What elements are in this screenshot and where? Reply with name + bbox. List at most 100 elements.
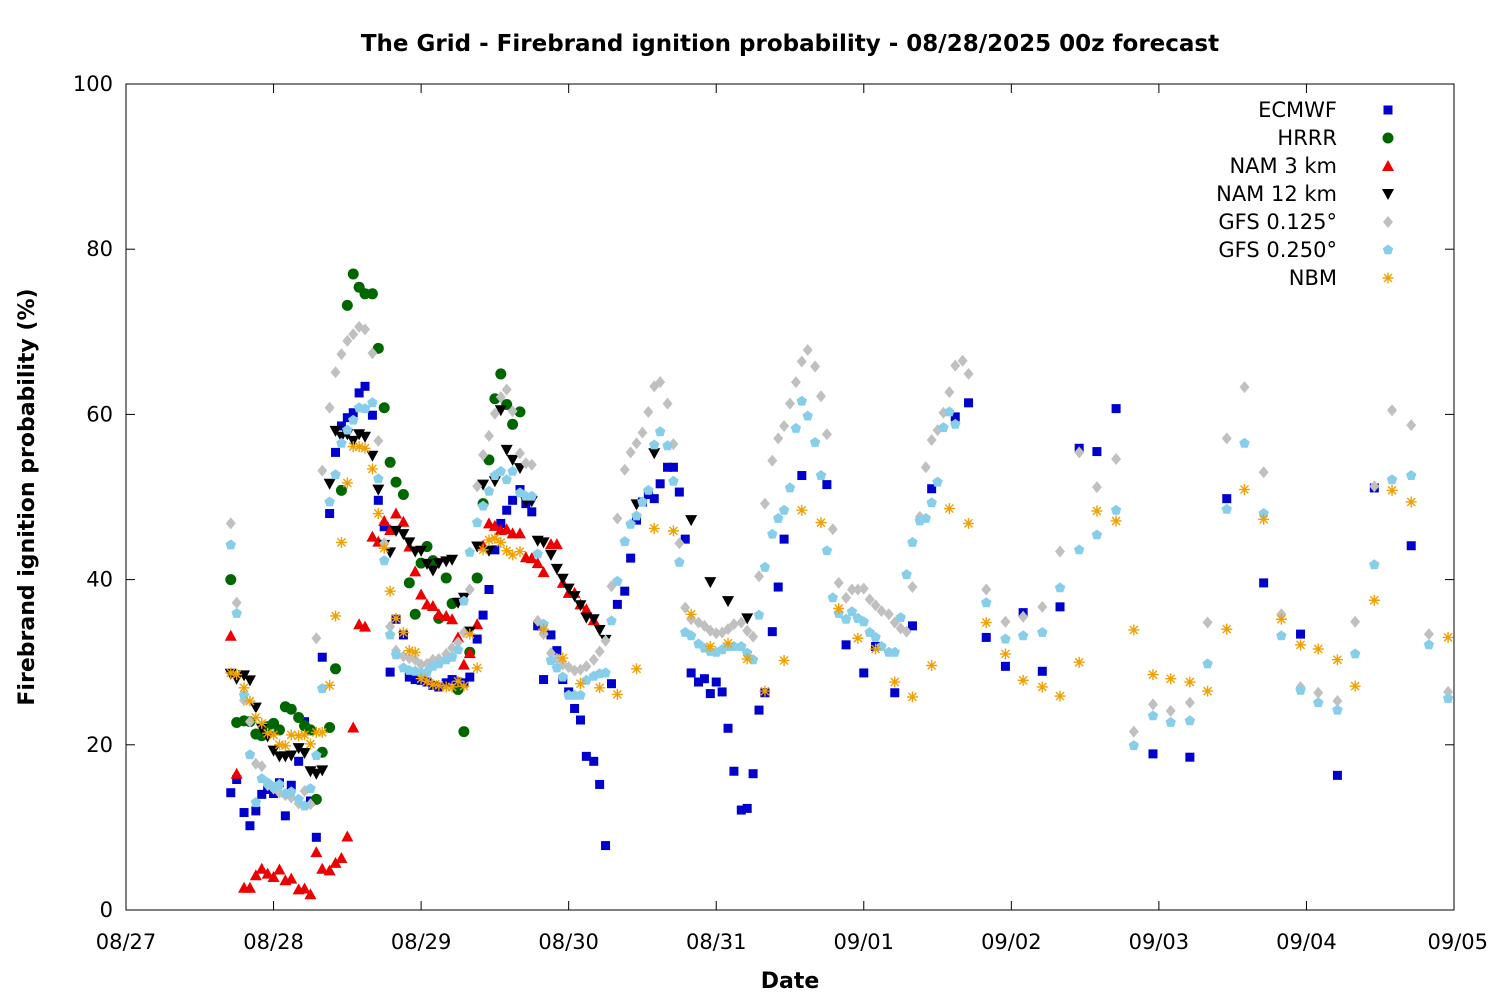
data-point — [409, 646, 421, 658]
data-point — [852, 583, 863, 596]
data-point — [285, 729, 297, 741]
data-point — [796, 355, 807, 368]
legend-label: ECMWF — [1258, 98, 1337, 122]
data-point — [815, 470, 827, 480]
data-point — [452, 644, 464, 655]
data-point — [736, 616, 747, 629]
data-point — [298, 882, 311, 894]
data-point — [311, 750, 322, 760]
series-nam-3-km — [224, 507, 600, 900]
data-point — [625, 518, 636, 529]
chart-title: The Grid - Firebrand ignition probabilit… — [361, 31, 1219, 57]
data-point — [330, 610, 342, 622]
y-axis-label: Firebrand ignition probability (%) — [15, 288, 40, 705]
data-point — [938, 422, 949, 433]
data-point — [926, 497, 937, 508]
data-point — [273, 863, 286, 875]
data-point — [1313, 697, 1324, 708]
data-point — [545, 647, 556, 660]
data-point — [440, 572, 452, 584]
data-point — [378, 402, 390, 414]
data-point — [532, 548, 543, 559]
data-point — [723, 723, 733, 733]
data-point — [729, 766, 739, 776]
data-point — [426, 565, 439, 577]
data-point — [557, 671, 568, 682]
data-point — [239, 808, 249, 818]
data-point — [285, 750, 298, 762]
data-point — [243, 881, 256, 893]
series-gfs-0-125 — [225, 320, 1454, 811]
data-point — [477, 479, 490, 491]
data-point — [244, 715, 255, 728]
data-point — [1184, 696, 1195, 709]
data-point — [390, 525, 403, 537]
data-point — [331, 447, 341, 457]
data-point — [335, 484, 347, 496]
data-point — [981, 583, 992, 596]
data-point — [1000, 661, 1010, 671]
data-point — [501, 545, 513, 557]
data-point — [907, 536, 918, 547]
data-point — [957, 354, 968, 367]
data-point — [784, 482, 796, 493]
data-point — [944, 386, 955, 399]
data-point — [595, 779, 605, 789]
data-point — [546, 630, 556, 640]
data-point — [231, 669, 243, 681]
data-point — [409, 565, 422, 577]
data-point — [224, 629, 237, 641]
data-point — [1128, 725, 1139, 738]
data-point — [245, 821, 255, 831]
data-point — [243, 675, 256, 687]
data-point — [231, 596, 242, 609]
data-point — [490, 545, 500, 555]
data-point — [415, 545, 428, 557]
data-point — [694, 677, 704, 687]
data-point — [1350, 615, 1361, 628]
data-point — [674, 487, 684, 497]
data-point — [927, 484, 937, 494]
data-point — [926, 660, 938, 672]
legend: ECMWF HRRR NAM 3 km NAM 12 km GFS 0.125° GFS … — [1216, 98, 1394, 290]
data-point — [285, 703, 297, 715]
data-point — [225, 667, 237, 679]
data-point — [580, 603, 593, 615]
data-point — [1238, 484, 1250, 496]
data-point — [1037, 627, 1048, 637]
data-point — [662, 397, 673, 410]
data-point — [1055, 602, 1065, 612]
data-point — [544, 549, 557, 561]
data-point — [507, 405, 518, 418]
data-point — [611, 688, 623, 700]
data-point — [286, 786, 297, 797]
data-point — [261, 867, 274, 879]
data-point — [390, 507, 403, 519]
data-point — [889, 676, 901, 688]
data-point — [384, 585, 396, 597]
data-point — [489, 532, 501, 544]
data-point — [385, 667, 395, 677]
data-point — [1369, 559, 1380, 570]
data-point — [895, 612, 906, 622]
data-point — [742, 647, 753, 658]
data-point — [359, 431, 372, 443]
data-point — [257, 789, 267, 799]
data-point — [581, 751, 591, 761]
data-point — [815, 390, 826, 403]
data-point — [317, 464, 328, 477]
data-point — [920, 513, 931, 523]
data-point — [478, 448, 489, 461]
data-point — [538, 623, 550, 635]
data-point — [446, 651, 458, 662]
data-point — [341, 830, 354, 842]
data-point — [1091, 529, 1103, 540]
x-tick-label: 08/31 — [686, 930, 747, 954]
data-point — [273, 739, 285, 751]
data-point — [827, 523, 838, 536]
data-point — [471, 662, 483, 674]
data-point — [457, 658, 470, 670]
data-point — [415, 588, 428, 600]
legend-label: HRRR — [1277, 126, 1337, 150]
